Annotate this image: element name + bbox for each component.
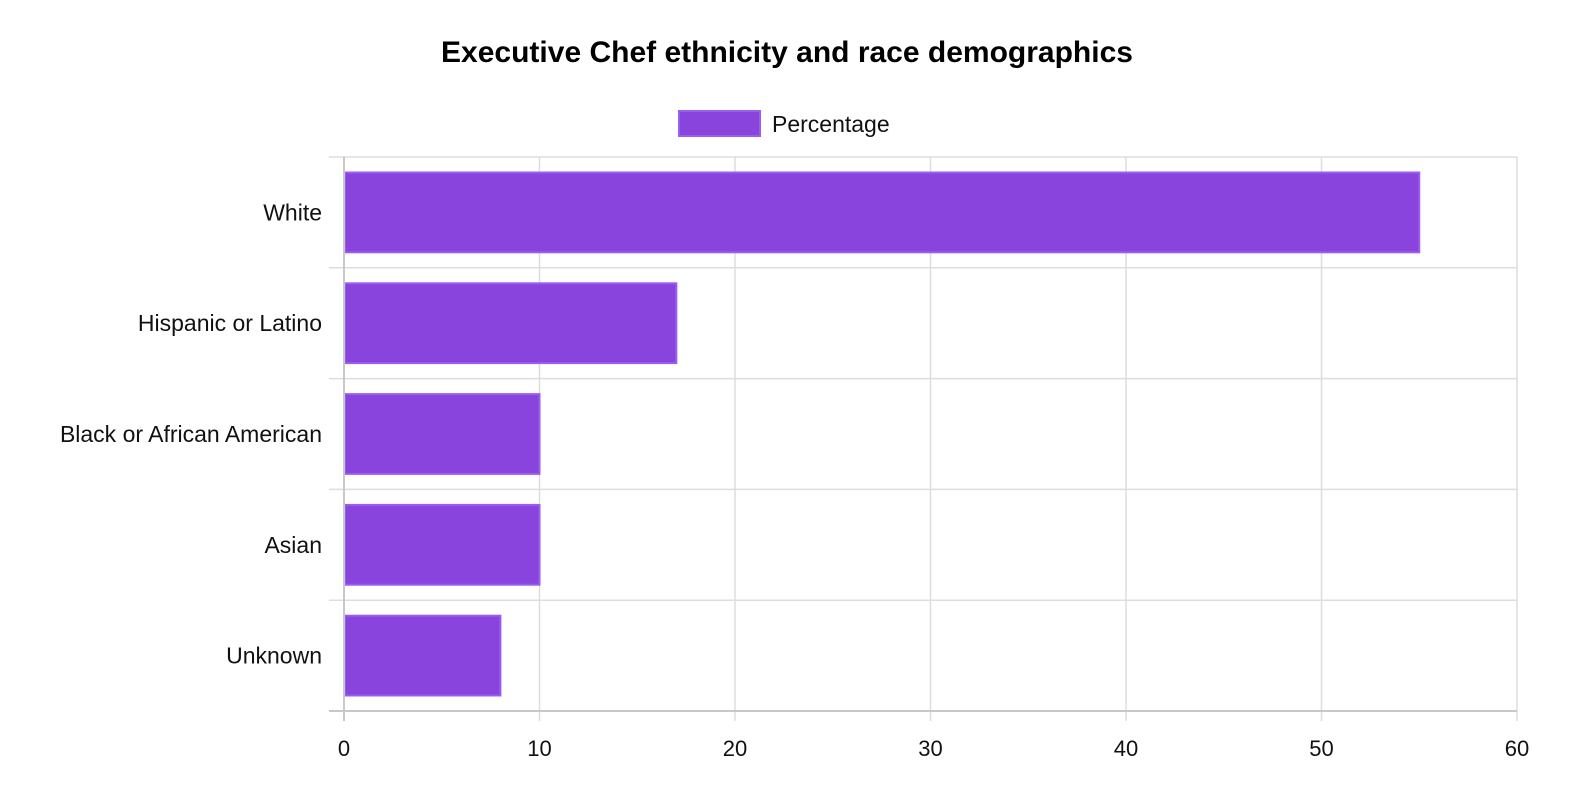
bar[interactable]: [344, 282, 678, 365]
category-label: Hispanic or Latino: [138, 310, 322, 336]
bars: [344, 171, 1421, 697]
category-label: Asian: [264, 532, 322, 558]
category-label: Black or African American: [60, 421, 322, 447]
category-label: White: [263, 199, 322, 225]
bar[interactable]: [344, 171, 1421, 254]
x-tick-label: 10: [527, 736, 551, 761]
x-tick-label: 0: [338, 736, 350, 761]
chart-title: Executive Chef ethnicity and race demogr…: [441, 36, 1133, 69]
x-tick-labels: 0 10 20 30 40 50 60: [338, 736, 1529, 761]
bar[interactable]: [344, 503, 541, 586]
category-labels: White Hispanic or Latino Black or African …: [60, 199, 322, 668]
bar[interactable]: [344, 614, 502, 697]
legend-swatch: [678, 110, 761, 137]
x-tick-label: 50: [1309, 736, 1333, 761]
bar[interactable]: [344, 393, 541, 475]
category-label: Unknown: [226, 643, 322, 669]
x-tick-label: 40: [1114, 736, 1138, 761]
x-tick-label: 20: [723, 736, 747, 761]
x-tick-label: 60: [1505, 736, 1529, 761]
x-tick-label: 30: [918, 736, 942, 761]
legend-label: Percentage: [772, 111, 890, 137]
legend[interactable]: Percentage: [678, 110, 890, 137]
axes: [329, 157, 1517, 721]
